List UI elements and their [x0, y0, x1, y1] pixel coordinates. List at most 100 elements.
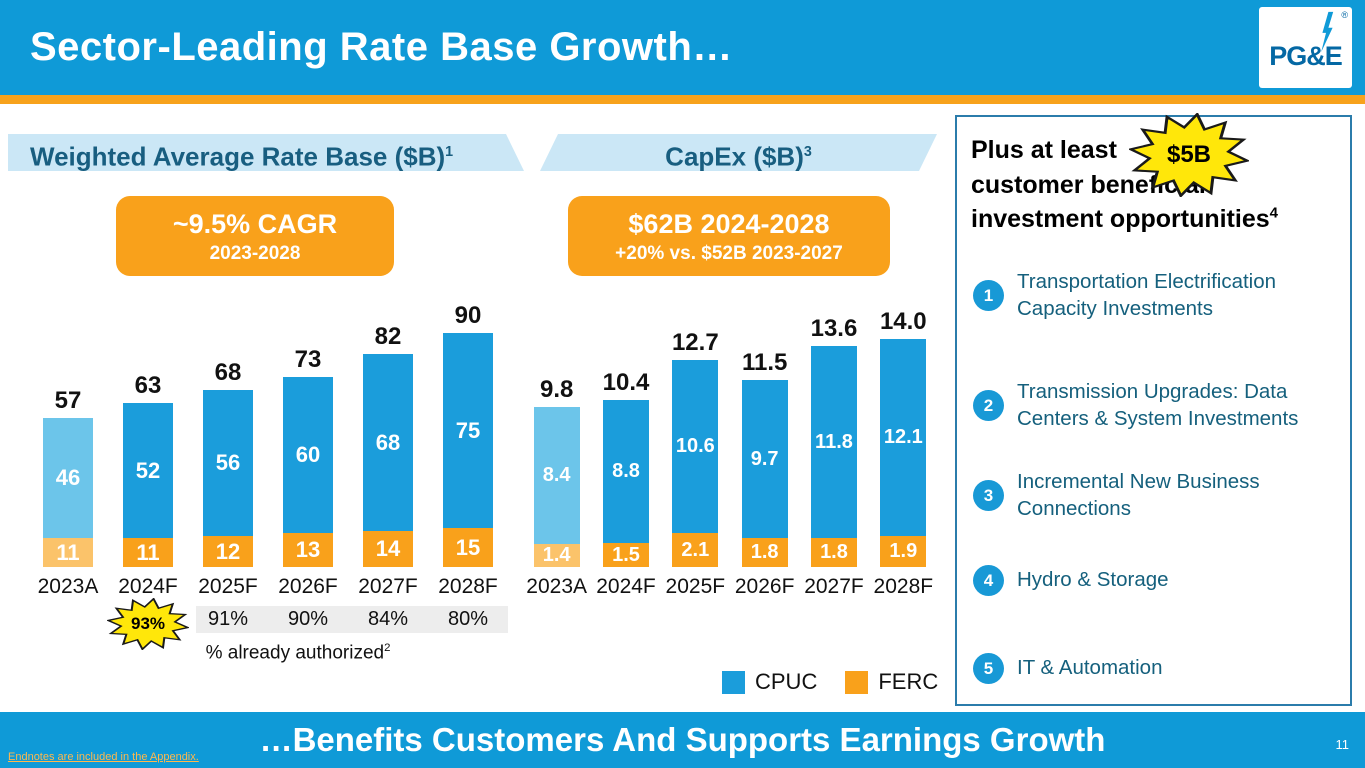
cpuc-segment: 68: [363, 354, 413, 531]
bar-column-2026F: 11.5 9.7 1.8 2026F: [730, 297, 799, 599]
5b-badge: $5B: [1166, 141, 1212, 168]
page-number: 11: [1335, 737, 1350, 752]
slide-header: Sector-Leading Rate Base Growth… PG&E ®: [0, 0, 1365, 95]
cpuc-segment: 8.4: [533, 407, 580, 544]
starburst-shape: [1129, 113, 1249, 197]
stacked-bar-2028F: 12.1 1.9: [880, 339, 927, 567]
ferc-segment: 1.9: [880, 536, 927, 567]
bar-total-label: 14.0: [879, 308, 927, 335]
item-5-text: IT & Automation: [1017, 656, 1163, 680]
ferc-segment: 15: [443, 528, 493, 567]
authorized-cell-2025: 91%: [207, 608, 249, 630]
capex-callout-line2: +20% vs. $52B 2023-2027: [615, 243, 843, 264]
lightning-bolt-icon: [1321, 11, 1334, 53]
cagr-callout: ~9.5% CAGR 2023-2028: [116, 196, 394, 276]
bar-total-label: 11.5: [741, 349, 788, 376]
rate-base-title-band: Weighted Average Rate Base ($B)1: [8, 134, 524, 171]
bar-column-2028F: 90 75 15 2028F: [428, 297, 508, 599]
bar-column-2025F: 68 56 12 2025F: [188, 297, 268, 599]
cpuc-segment: 56: [203, 390, 253, 536]
stacked-bar-2027F: 11.8 1.8: [810, 346, 857, 567]
panel-item-4: 4 Hydro & Storage: [973, 565, 1339, 596]
cagr-callout-line1: ~9.5% CAGR: [172, 209, 338, 239]
bar-total-label: 9.8: [539, 376, 574, 403]
authorized-label-text: % already authorized: [205, 642, 385, 664]
stacked-bar-2026F: 60 13: [283, 377, 333, 567]
authorized-cell-2026: 90%: [287, 608, 329, 630]
cpuc-segment: 9.7: [741, 380, 788, 538]
cagr-callout-line2: 2023-2028: [209, 243, 301, 264]
x-axis-label: 2028F: [873, 575, 934, 598]
ferc-segment: 1.5: [602, 543, 649, 567]
capex-callout: $62B 2024-2028 +20% vs. $52B 2023-2027: [568, 196, 890, 276]
item-2-text: Transmission Upgrades: Data Centers & Sy…: [1017, 380, 1299, 430]
item-3-text: Incremental New Business Connections: [1017, 470, 1260, 520]
bar-total-label: 57: [54, 387, 82, 414]
bar-column-2027F: 13.6 11.8 1.8 2027F: [799, 297, 868, 599]
x-axis-label: 2024F: [596, 575, 656, 598]
cpuc-segment: 60: [283, 377, 333, 533]
stacked-bar-2023A: 8.4 1.4: [533, 407, 580, 567]
endnotes-link[interactable]: Endnotes are included in the Appendix.: [8, 751, 199, 763]
cpuc-segment: 8.8: [602, 400, 649, 543]
bar-column-2023A: 9.8 8.4 1.4 2023A: [522, 297, 591, 599]
cpuc-segment: 52: [123, 403, 173, 538]
x-axis-label: 2024F: [118, 575, 178, 598]
authorized-cell-empty: [28, 604, 108, 650]
stacked-bar-2024F: 52 11: [123, 403, 173, 567]
banner-text: …Benefits Customers And Supports Earning…: [259, 721, 1106, 758]
ferc-legend-label: FERC: [878, 669, 939, 694]
registered-mark: ®: [1341, 10, 1348, 20]
authorized-starburst: 93%: [107, 598, 189, 650]
item-4-text: Hydro & Storage: [1017, 568, 1169, 592]
x-axis-label: 2023A: [37, 575, 99, 598]
bar-total-label: 13.6: [810, 315, 858, 342]
authorized-cell-2027: 84%: [367, 608, 409, 630]
authorized-label-footnote: 2: [384, 642, 391, 654]
bar-total-label: 82: [374, 323, 402, 350]
cpuc-legend-swatch: [722, 670, 745, 694]
panel-heading: Plus at least customer beneficial invest…: [971, 133, 1278, 237]
x-axis-label: 2026F: [278, 575, 338, 598]
x-axis-label: 2026F: [734, 575, 795, 598]
stacked-bar-2025F: 10.6 2.1: [672, 360, 719, 567]
ferc-segment: 1.8: [741, 538, 788, 567]
rate-base-title: Weighted Average Rate Base ($B): [30, 141, 446, 172]
ferc-segment: 2.1: [672, 533, 719, 567]
bar-total-label: 10.4: [602, 369, 650, 396]
authorized-label: % already authorized2: [148, 642, 448, 664]
bar-column-2025F: 12.7 10.6 2.1 2025F: [661, 297, 730, 599]
panel-heading-footnote: 4: [1269, 204, 1278, 222]
panel-item-2: 2 Transmission Upgrades: Data Centers & …: [973, 379, 1339, 432]
bottom-banner: …Benefits Customers And Supports Earning…: [0, 712, 1365, 768]
cpuc-segment: 11.8: [810, 346, 857, 538]
5b-starburst: $5B: [1129, 113, 1249, 197]
panel-item-3: 3 Incremental New Business Connections: [973, 469, 1339, 522]
bar-column-2028F: 14.0 12.1 1.9 2028F: [869, 297, 938, 599]
stacked-bar-2028F: 75 15: [443, 333, 493, 567]
cpuc-segment: 46: [43, 418, 93, 538]
stacked-bar-2025F: 56 12: [203, 390, 253, 567]
x-axis-label: 2023A: [526, 575, 588, 598]
ferc-segment: 11: [123, 538, 173, 567]
bar-total-label: 90: [454, 302, 482, 329]
item-4-number: 4: [973, 565, 1004, 596]
bar-column-2026F: 73 60 13 2026F: [268, 297, 348, 599]
item-5-number: 5: [973, 653, 1004, 684]
ferc-segment: 11: [43, 538, 93, 567]
capex-title-band: CapEx ($B)3: [540, 134, 937, 171]
stacked-bar-2027F: 68 14: [363, 354, 413, 567]
bar-column-2024F: 10.4 8.8 1.5 2024F: [591, 297, 660, 599]
rate-base-title-footnote: 1: [445, 144, 454, 160]
stacked-bar-2024F: 8.8 1.5: [602, 400, 649, 567]
panel-item-5: 5 IT & Automation: [973, 653, 1339, 684]
bar-total-label: 63: [134, 372, 162, 399]
capex-callout-line1: $62B 2024-2028: [628, 209, 830, 239]
ferc-legend-swatch: [845, 670, 869, 694]
ferc-segment: 13: [283, 533, 333, 567]
pge-logo: PG&E ®: [1259, 7, 1352, 88]
item-1-number: 1: [973, 280, 1004, 312]
bar-column-2023A: 57 46 11 2023A: [28, 297, 108, 599]
page-title: Sector-Leading Rate Base Growth…: [30, 25, 733, 69]
